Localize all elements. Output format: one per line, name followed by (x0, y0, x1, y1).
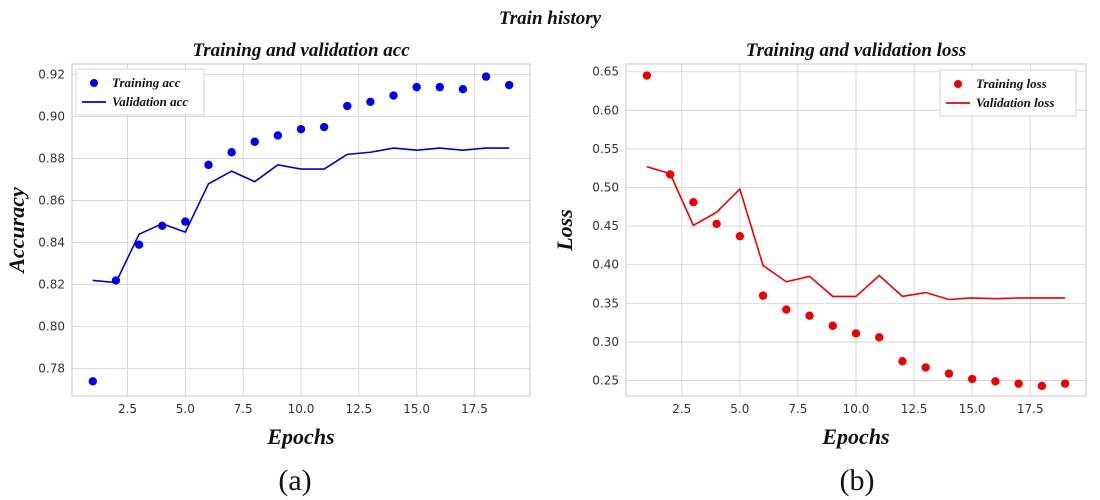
y-tick-label: 0.50 (592, 181, 619, 195)
figure-title: Train history (499, 8, 602, 29)
data-point (735, 231, 745, 241)
plot-frame (71, 63, 531, 397)
legend-entry: Training loss (976, 76, 1047, 91)
y-tick-label: 0.25 (592, 374, 619, 388)
y-tick-label: 0.55 (592, 142, 619, 156)
data-point (366, 97, 375, 107)
x-tick-label: 12.5 (901, 402, 928, 416)
data-point (343, 101, 352, 111)
y-tick-label: 0.88 (38, 152, 65, 166)
chart-title: Training and validation loss (746, 40, 967, 61)
data-point (944, 369, 954, 378)
data-point (481, 72, 491, 81)
legend-entry: Validation loss (976, 95, 1054, 110)
x-tick-label: 15.0 (959, 402, 986, 416)
panel-caption-a: (a) (278, 464, 311, 497)
x-tick-label: 17.5 (461, 402, 488, 416)
y-tick-label: 0.92 (38, 68, 65, 82)
y-tick-label: 0.40 (592, 258, 619, 272)
data-point (250, 137, 259, 146)
data-point (1037, 381, 1047, 391)
data-point (296, 124, 306, 134)
data-point (134, 240, 144, 249)
x-tick-label: 12.5 (345, 402, 372, 416)
x-tick-label: 2.5 (672, 402, 691, 416)
data-point (273, 131, 283, 140)
data-point (389, 91, 398, 100)
data-point (851, 329, 861, 338)
legend-entry: Training acc (112, 75, 181, 90)
plot-frame (625, 63, 1087, 397)
x-tick-label: 10.0 (288, 402, 315, 416)
data-point (504, 80, 514, 90)
x-tick-label: 15.0 (403, 402, 430, 416)
data-point (642, 71, 652, 80)
data-point (227, 148, 236, 157)
x-tick-label: 2.5 (118, 402, 137, 416)
y-tick-label: 0.45 (592, 219, 619, 233)
legend-dot-swatch (90, 79, 98, 87)
legend-box (939, 69, 1077, 117)
y-tick-label: 0.86 (38, 194, 65, 208)
y-tick-label: 0.84 (38, 236, 65, 250)
data-point (435, 82, 444, 92)
data-point (875, 333, 884, 342)
data-point (991, 377, 1000, 386)
data-point (319, 122, 329, 132)
loss-chart: Training and validation loss 2.5 5.0 7.5 10.… (552, 40, 1087, 449)
data-point (782, 305, 791, 314)
panel-caption-b: (b) (840, 464, 875, 497)
y-tick-label: 0.65 (592, 65, 619, 79)
y-axis-label: Loss (552, 209, 577, 252)
x-tick-label: 7.5 (788, 402, 807, 416)
data-point (1060, 379, 1070, 388)
data-point (1014, 379, 1023, 388)
x-tick-label: 5.0 (730, 402, 749, 416)
data-point (758, 291, 768, 300)
data-point (712, 219, 721, 229)
data-point (898, 357, 907, 366)
data-point (689, 198, 698, 207)
legend-entry: Validation acc (112, 94, 188, 109)
x-tick-label: 17.5 (1017, 402, 1044, 416)
data-point (967, 374, 977, 384)
data-point (204, 160, 213, 170)
x-tick-label: 10.0 (843, 402, 870, 416)
data-point (458, 85, 468, 94)
x-tick-label: 5.0 (176, 402, 195, 416)
y-tick-label: 0.82 (38, 278, 65, 292)
legend-box (75, 68, 205, 116)
series-line (646, 165, 1066, 301)
chart-title: Training and validation acc (192, 40, 410, 61)
data-point (412, 82, 421, 92)
series-line (92, 147, 510, 284)
data-point (805, 311, 814, 320)
legend-dot-swatch (954, 80, 962, 88)
y-tick-label: 0.90 (38, 110, 65, 124)
y-tick-label: 0.30 (592, 335, 619, 349)
data-point (181, 217, 190, 226)
data-point (921, 363, 930, 372)
x-tick-label: 7.5 (234, 402, 253, 416)
data-point (88, 377, 98, 386)
y-tick-label: 0.80 (38, 320, 65, 334)
y-tick-label: 0.60 (592, 103, 619, 117)
x-axis-label: Epochs (821, 424, 889, 449)
y-tick-label: 0.78 (38, 362, 65, 376)
data-point (828, 321, 837, 330)
y-axis-label: Accuracy (4, 187, 29, 275)
accuracy-chart: Training and validation acc 2.5 5.0 7.5 10.0… (4, 40, 531, 449)
y-tick-label: 0.35 (592, 296, 619, 310)
x-axis-label: Epochs (266, 424, 334, 449)
